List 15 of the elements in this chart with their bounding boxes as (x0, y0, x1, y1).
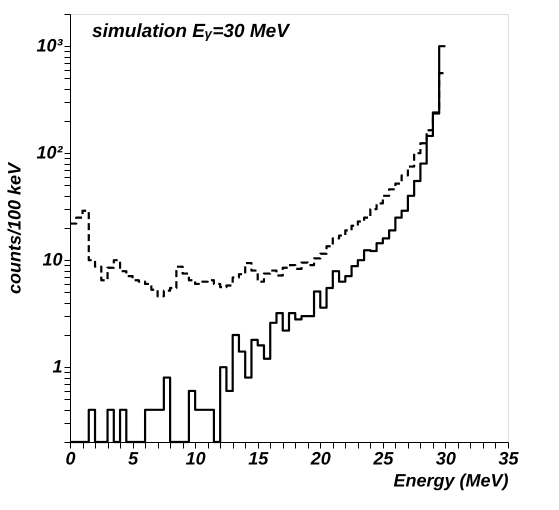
x-tick-label: 25 (372, 448, 394, 468)
x-tick-label: 10 (186, 448, 206, 468)
annotation: simulation Eᵧ=30 MeV (92, 21, 290, 42)
x-tick-label: 35 (498, 448, 520, 468)
x-tick-label: 30 (436, 448, 456, 468)
x-tick-label: 15 (248, 448, 270, 468)
x-tick-label: 20 (310, 448, 331, 468)
y-tick-label: 10 (42, 250, 62, 270)
x-axis-title: Energy (MeV) (393, 470, 508, 490)
y-tick-label: 10³ (36, 36, 64, 56)
y-axis-title: counts/100 keV (4, 160, 24, 294)
x-tick-label: 0 (65, 448, 76, 468)
x-tick-label: 5 (128, 448, 140, 468)
y-tick-label: 10² (36, 142, 64, 163)
y-tick-label: 1 (52, 356, 62, 377)
